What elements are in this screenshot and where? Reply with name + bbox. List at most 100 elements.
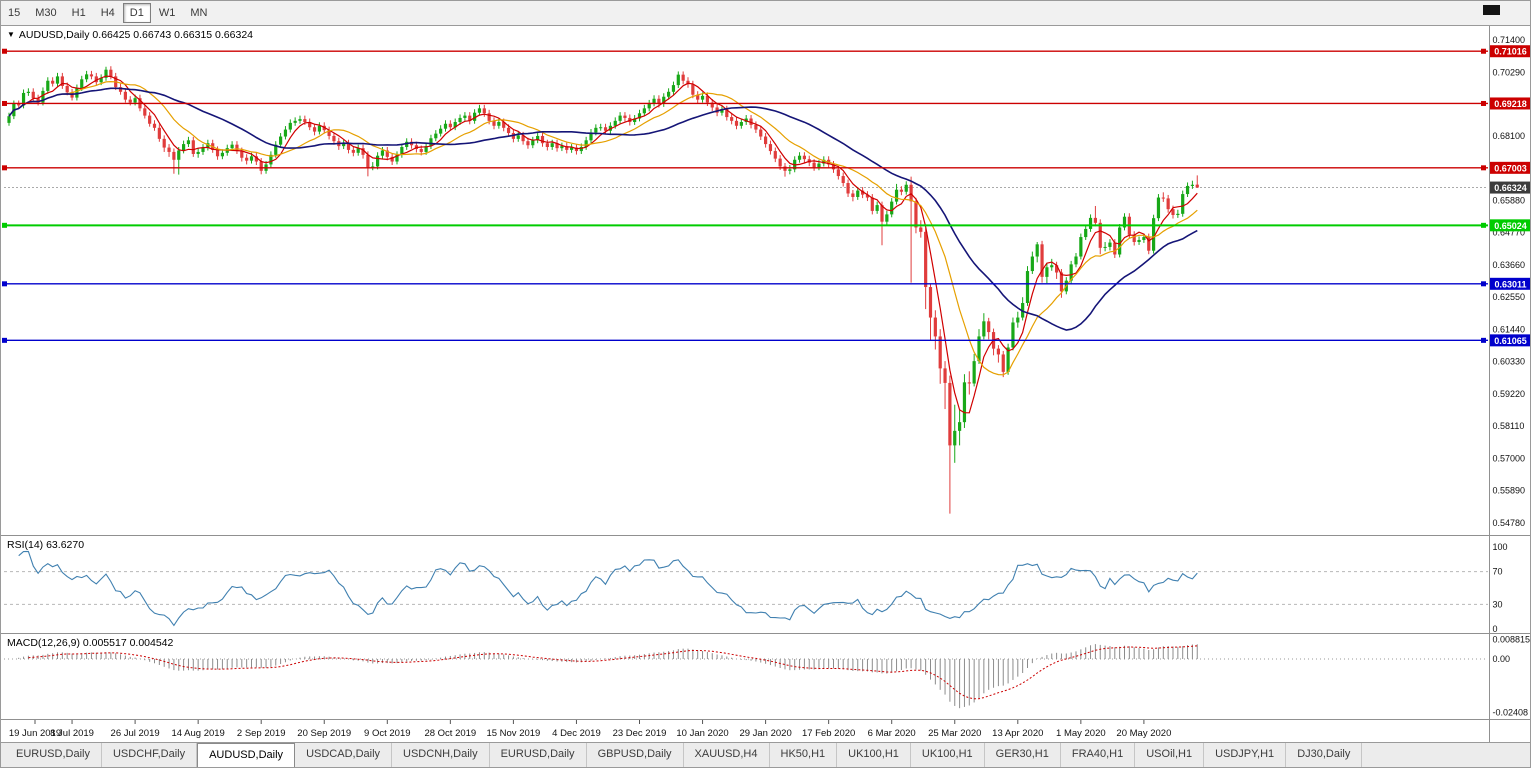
line-handle[interactable] [2, 222, 7, 228]
date-axis-label: 15 Nov 2019 [486, 728, 540, 739]
price-tag-text: 0.71016 [1494, 47, 1527, 57]
price-tag-text: 0.61065 [1494, 336, 1527, 346]
price-tag-text: 0.67003 [1494, 163, 1527, 173]
symbol-tab[interactable]: HK50,H1 [770, 743, 838, 767]
macd-axis-label: 0.008815 [1493, 634, 1531, 644]
price-tag-text: 0.69218 [1494, 99, 1527, 109]
date-axis-label: 25 Mar 2020 [928, 728, 981, 739]
price-axis-label: 0.60330 [1493, 357, 1526, 367]
macd-axis-label: -0.02408 [1493, 707, 1529, 717]
overlay-ma-fast [8, 75, 1198, 414]
symbol-tab[interactable]: USDCHF,Daily [102, 743, 198, 767]
price-tag-text: 0.63011 [1494, 279, 1526, 289]
macd-signal-line [28, 645, 1198, 700]
line-handle[interactable] [1481, 281, 1486, 287]
price-axis-label: 0.59220 [1493, 389, 1526, 399]
date-axis-label: 19 Jun 2019 [9, 728, 61, 739]
line-handle[interactable] [2, 48, 7, 54]
price-axis-label: 0.57000 [1493, 453, 1526, 463]
line-handle[interactable] [1481, 165, 1486, 171]
date-axis-label: 8 Jul 2019 [50, 728, 94, 739]
price-axis-label: 0.64770 [1493, 228, 1526, 238]
timeframe-toolbar: 15 M30 H1 H4 D1 W1 MN [1, 1, 1530, 26]
line-handle[interactable] [2, 165, 7, 171]
symbol-tab[interactable]: UK100,H1 [911, 743, 985, 767]
symbol-tab-active[interactable]: AUDUSD,Daily [197, 743, 296, 767]
symbol-tab[interactable]: DJ30,Daily [1286, 743, 1363, 767]
date-axis-label: 26 Jul 2019 [111, 728, 160, 739]
rsi-line [18, 550, 1198, 627]
symbol-tab[interactable]: USOil,H1 [1135, 743, 1205, 767]
date-axis-label: 23 Dec 2019 [613, 728, 667, 739]
overlay-ma-medium [8, 80, 1198, 376]
line-handle[interactable] [2, 337, 7, 343]
date-axis-label: 2 Sep 2019 [237, 728, 286, 739]
line-handle[interactable] [1481, 222, 1486, 228]
price-tag [1490, 219, 1530, 232]
line-handle[interactable] [2, 100, 7, 106]
line-handle[interactable] [2, 281, 7, 287]
timeframe-button-d1[interactable]: D1 [122, 3, 151, 23]
date-axis-label: 29 Jan 2020 [739, 728, 791, 739]
symbol-tab[interactable]: FRA40,H1 [1061, 743, 1136, 767]
price-tag [1490, 97, 1530, 110]
date-axis-label: 20 Sep 2019 [297, 728, 351, 739]
price-tag-text: 0.66324 [1494, 183, 1527, 193]
overlay-ma-slow [8, 87, 1198, 331]
symbol-tab[interactable]: USDCNH,Daily [392, 743, 490, 767]
price-axis-label: 0.58110 [1493, 421, 1525, 431]
symbol-tab-bar: EURUSD,Daily USDCHF,Daily AUDUSD,Daily U… [1, 742, 1530, 767]
date-axis-label: 1 May 2020 [1056, 728, 1106, 739]
symbol-tab[interactable]: GER30,H1 [985, 743, 1061, 767]
date-axis-label: 17 Feb 2020 [802, 728, 855, 739]
timeframe-button-m15[interactable]: 15 [8, 7, 21, 19]
symbol-tab[interactable]: UK100,H1 [837, 743, 911, 767]
timeframe-button-h1[interactable]: H1 [71, 7, 86, 19]
date-axis-label: 4 Dec 2019 [552, 728, 601, 739]
price-axis-label: 0.70290 [1493, 67, 1526, 77]
timeframe-button-mn[interactable]: MN [190, 7, 208, 19]
timeframe-button-m30[interactable]: M30 [35, 7, 57, 19]
rsi-axis-label: 30 [1493, 599, 1503, 609]
symbol-tab[interactable]: XAUUSD,H4 [684, 743, 770, 767]
timeframe-button-h4[interactable]: H4 [100, 7, 115, 19]
timeframe-button-w1[interactable]: W1 [158, 7, 176, 19]
date-axis-label: 6 Mar 2020 [868, 728, 916, 739]
price-tag [1490, 277, 1530, 290]
rsi-axis-label: 100 [1493, 542, 1508, 552]
price-tag [1490, 161, 1530, 174]
symbol-tab[interactable]: EURUSD,Daily [5, 743, 102, 767]
date-axis-label: 28 Oct 2019 [424, 728, 476, 739]
price-axis-label: 0.55890 [1493, 486, 1526, 496]
macd-axis-label: 0.00 [1493, 654, 1511, 664]
date-axis-label: 10 Jan 2020 [676, 728, 728, 739]
price-tag [1490, 181, 1530, 194]
price-axis-label: 0.61440 [1493, 324, 1526, 334]
line-handle[interactable] [1481, 100, 1486, 106]
rsi-axis-label: 0 [1493, 624, 1498, 634]
line-handle[interactable] [1481, 48, 1486, 54]
date-axis-label: 14 Aug 2019 [171, 728, 224, 739]
chart-shift-marker [1483, 5, 1500, 15]
price-axis-label: 0.65880 [1493, 195, 1526, 205]
symbol-tab[interactable]: GBPUSD,Daily [587, 743, 684, 767]
date-axis-label: 13 Apr 2020 [992, 728, 1043, 739]
price-axis-label: 0.62550 [1493, 292, 1526, 302]
candlestick-series [7, 66, 1199, 514]
symbol-tab[interactable]: USDJPY,H1 [1204, 743, 1287, 767]
price-axis-label: 0.54780 [1493, 518, 1526, 528]
price-tag [1490, 45, 1530, 58]
price-axis-label: 0.63660 [1493, 260, 1526, 270]
date-axis-label: 20 May 2020 [1116, 728, 1171, 739]
line-handle[interactable] [1481, 337, 1486, 343]
symbol-tab[interactable]: EURUSD,Daily [490, 743, 587, 767]
macd-histogram [18, 644, 1198, 709]
price-axis-label: 0.68100 [1493, 131, 1526, 141]
price-axis-label: 0.71400 [1493, 35, 1526, 45]
price-tag [1490, 334, 1530, 347]
date-axis-label: 9 Oct 2019 [364, 728, 410, 739]
symbol-tab[interactable]: USDCAD,Daily [295, 743, 393, 767]
rsi-axis-label: 70 [1493, 567, 1503, 577]
